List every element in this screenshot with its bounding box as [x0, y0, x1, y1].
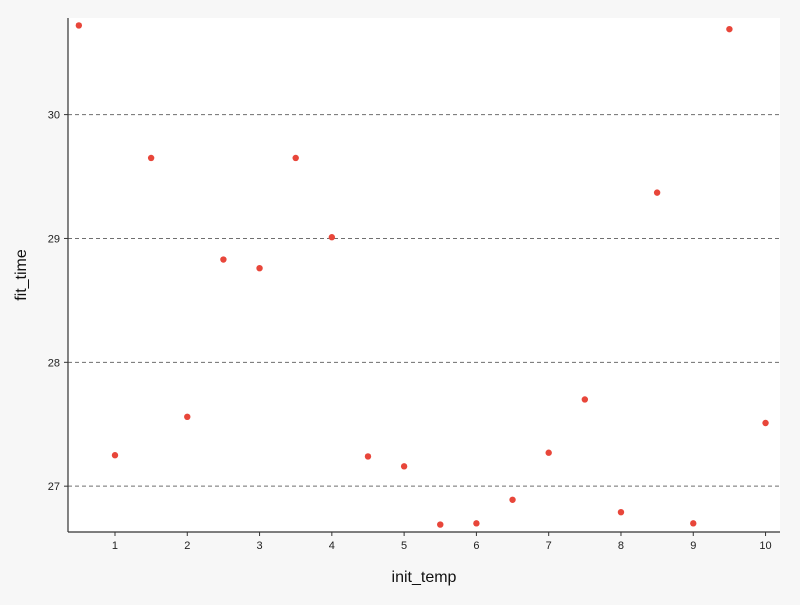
y-tick-label: 28: [48, 357, 60, 369]
data-point: [726, 25, 733, 33]
x-tick-label: 5: [401, 540, 407, 552]
x-ticks: 1 2 3 4 5 6 7 8 9 10: [112, 532, 772, 552]
data-points: [75, 22, 769, 528]
data-point: [617, 508, 625, 516]
y-tick-label: 29: [48, 233, 60, 245]
x-tick-label: 1: [112, 540, 118, 552]
y-tick-label: 27: [48, 481, 60, 493]
x-tick-label: 4: [329, 540, 335, 552]
x-tick-label: 6: [473, 540, 479, 552]
y-tick-label: 30: [48, 110, 60, 122]
x-tick-label: 3: [256, 540, 262, 552]
x-tick-label: 8: [618, 540, 624, 552]
data-point: [220, 256, 227, 263]
data-point: [292, 154, 299, 162]
data-point: [184, 413, 191, 421]
x-tick-label: 10: [759, 540, 771, 552]
data-point: [364, 453, 372, 460]
axes: [67, 18, 780, 533]
data-point: [509, 496, 516, 503]
data-point: [437, 521, 444, 528]
data-point: [653, 189, 661, 196]
x-tick-label: 7: [546, 540, 552, 552]
data-point: [256, 264, 263, 272]
data-point: [762, 419, 769, 427]
data-point: [400, 463, 408, 470]
plot-area: [68, 18, 780, 532]
data-point: [147, 154, 155, 162]
x-tick-label: 2: [184, 540, 190, 552]
data-point: [75, 22, 83, 29]
x-axis-title: init_temp: [392, 569, 457, 586]
x-tick-label: 9: [690, 540, 696, 552]
data-point: [111, 452, 119, 459]
data-point: [581, 396, 589, 403]
data-point: [545, 449, 552, 456]
data-point: [690, 520, 697, 527]
data-point: [473, 520, 480, 527]
y-ticks: 27 28 29 30: [48, 110, 68, 493]
y-axis-title: fit_time: [13, 249, 30, 301]
data-point: [328, 234, 336, 241]
